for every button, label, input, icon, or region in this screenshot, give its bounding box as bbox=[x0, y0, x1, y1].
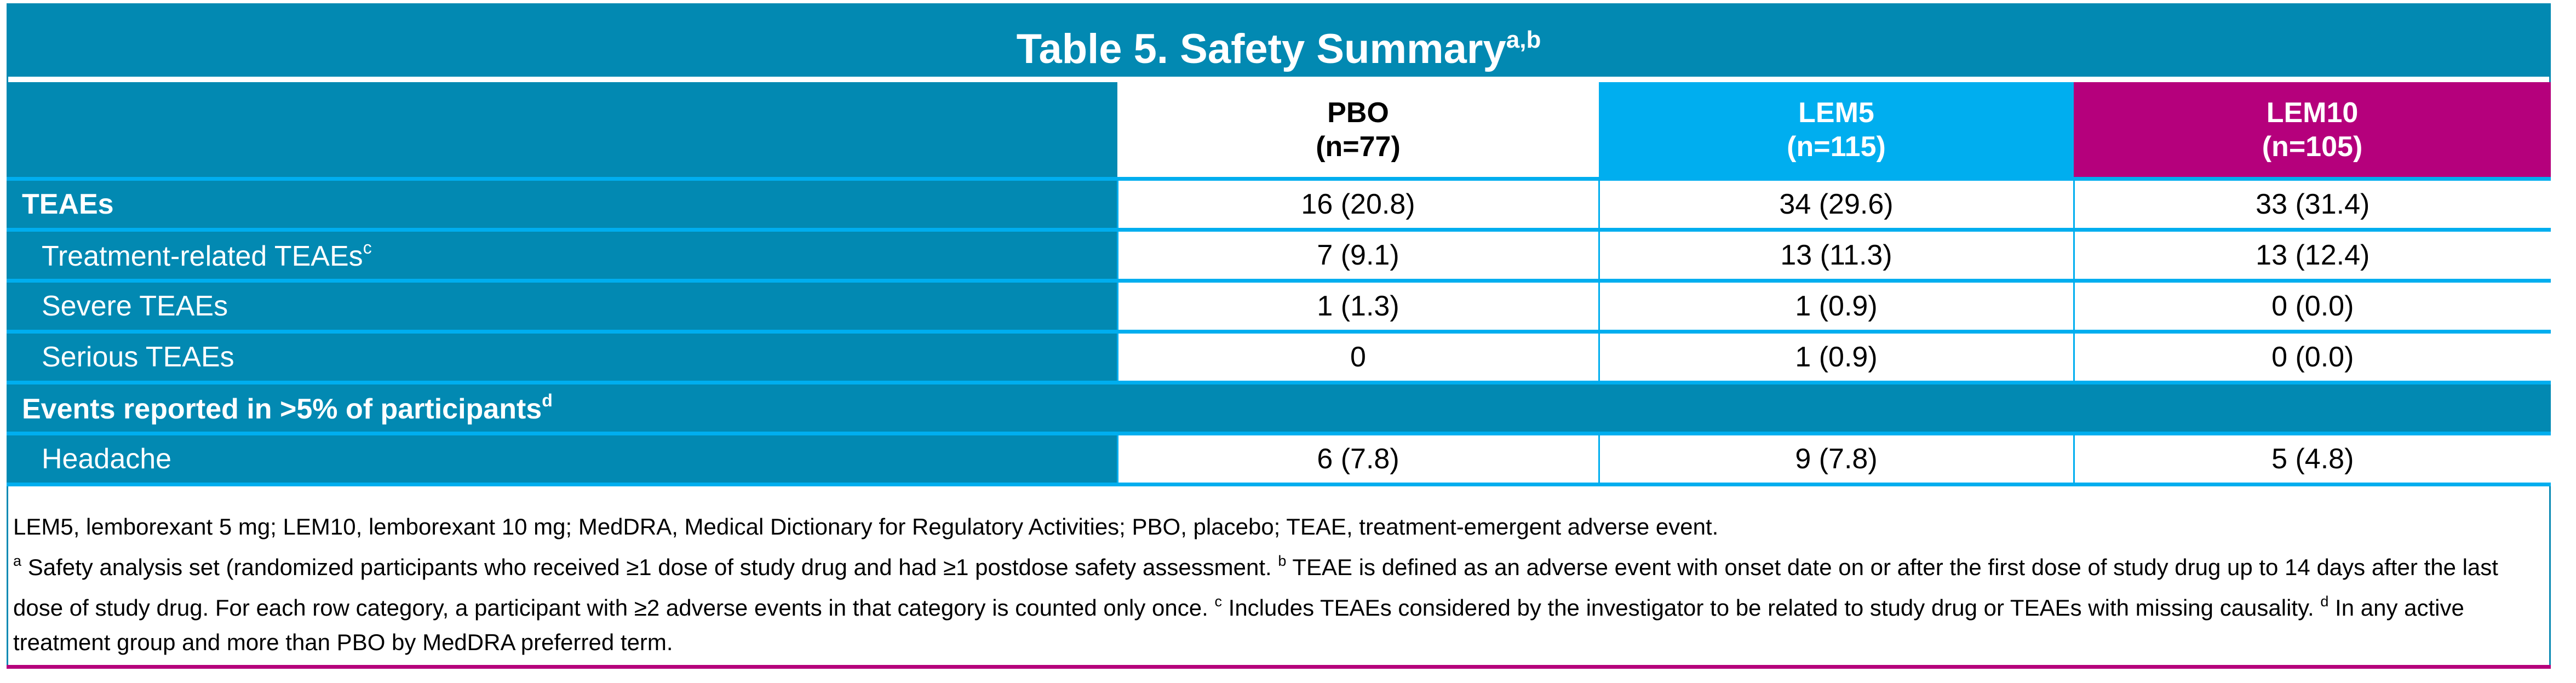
table-row: Treatment-related TEAEsc 7 (9.1) 13 (11.… bbox=[7, 229, 2551, 283]
table-title: Table 5. Safety Summarya,b bbox=[7, 3, 2551, 77]
header-empty-cell bbox=[7, 82, 1117, 181]
cell-pbo: 0 bbox=[1116, 331, 1599, 384]
cell-lem5: 13 (11.3) bbox=[1598, 229, 2074, 283]
cell-lem5: 1 (0.9) bbox=[1598, 331, 2074, 384]
cell-lem10: 5 (4.8) bbox=[2073, 433, 2551, 486]
cell-pbo: 6 (7.8) bbox=[1116, 433, 1599, 486]
header-lem5: LEM5 (n=115) bbox=[1599, 82, 2074, 181]
lettered-footnotes: a Safety analysis set (randomized partic… bbox=[13, 553, 2498, 655]
cell-pbo: 1 (1.3) bbox=[1116, 280, 1599, 334]
safety-summary-table: PBO (n=77) LEM5 (n=115) LEM10 (n=105) TEAEs… bbox=[7, 82, 2551, 486]
cell-lem5: 34 (29.6) bbox=[1598, 179, 2074, 232]
title-text: Table 5. Safety Summary bbox=[1016, 26, 1506, 72]
table-row: TEAEs 16 (20.8) 34 (29.6) 33 (31.4) bbox=[7, 179, 2551, 232]
section-label: Events reported in >5% of participantsd bbox=[7, 382, 2551, 435]
row-label: Serious TEAEs bbox=[7, 331, 1117, 384]
header-row: PBO (n=77) LEM5 (n=115) LEM10 (n=105) bbox=[7, 82, 2551, 181]
row-label: Treatment-related TEAEsc bbox=[7, 229, 1117, 283]
cell-lem10: 0 (0.0) bbox=[2073, 280, 2551, 334]
table-row: Severe TEAEs 1 (1.3) 1 (0.9) 0 (0.0) bbox=[7, 280, 2551, 334]
header-lem10: LEM10 (n=105) bbox=[2074, 82, 2551, 181]
table-row: Serious TEAEs 0 1 (0.9) 0 (0.0) bbox=[7, 331, 2551, 384]
cell-lem5: 9 (7.8) bbox=[1598, 433, 2074, 486]
section-row: Events reported in >5% of participantsd bbox=[7, 382, 2551, 435]
table-row: Headache 6 (7.8) 9 (7.8) 5 (4.8) bbox=[7, 433, 2551, 486]
row-label: Severe TEAEs bbox=[7, 280, 1117, 334]
header-pbo: PBO (n=77) bbox=[1117, 82, 1599, 181]
footnotes: LEM5, lemborexant 5 mg; LEM10, lemborexa… bbox=[13, 509, 2538, 659]
cell-lem5: 1 (0.9) bbox=[1598, 280, 2074, 334]
cell-lem10: 13 (12.4) bbox=[2073, 229, 2551, 283]
cell-pbo: 16 (20.8) bbox=[1116, 179, 1599, 232]
abbreviations-note: LEM5, lemborexant 5 mg; LEM10, lemborexa… bbox=[13, 514, 1719, 539]
cell-lem10: 33 (31.4) bbox=[2073, 179, 2551, 232]
title-superscript: a,b bbox=[1506, 26, 1541, 53]
cell-pbo: 7 (9.1) bbox=[1116, 229, 1599, 283]
row-label: TEAEs bbox=[7, 179, 1117, 232]
row-label: Headache bbox=[7, 433, 1117, 486]
bottom-rule bbox=[7, 665, 2551, 669]
cell-lem10: 0 (0.0) bbox=[2073, 331, 2551, 384]
